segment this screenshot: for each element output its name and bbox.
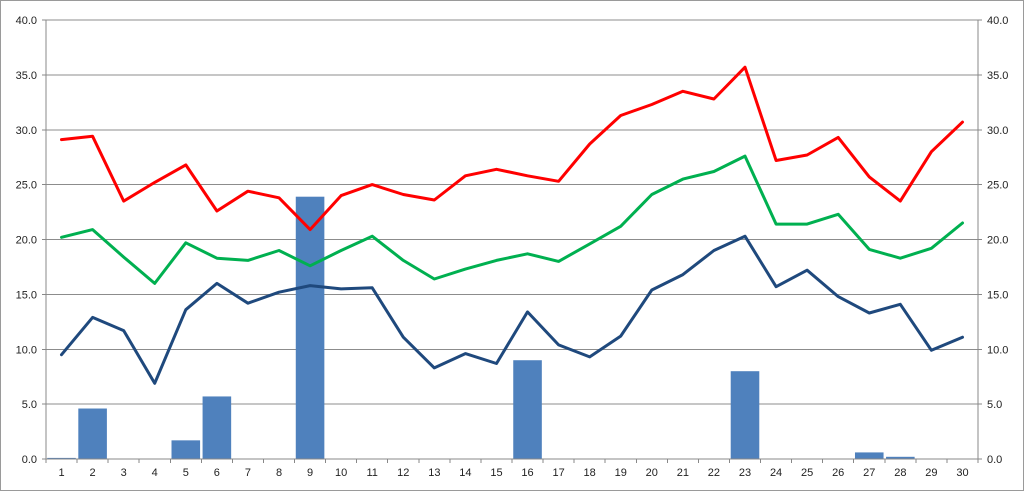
x-tick-label: 4	[152, 467, 158, 479]
precipitation-bar	[78, 408, 107, 459]
x-tick-label: 30	[956, 467, 968, 479]
line-series	[60, 234, 964, 385]
precipitation-bar	[513, 360, 542, 459]
x-tick-label: 22	[708, 467, 720, 479]
y-tick-label-left: 30.0	[16, 125, 37, 137]
precipitation-bar	[202, 396, 232, 459]
y-tick-label-right: 0.0	[987, 454, 1002, 466]
axes	[42, 19, 982, 463]
x-tick-label: 27	[863, 467, 875, 479]
x-tick-label: 11	[366, 467, 377, 479]
y-tick-label-right: 20.0	[987, 235, 1008, 247]
x-tick-label: 14	[459, 467, 471, 479]
x-tick-label: 13	[428, 467, 440, 479]
bar-series	[47, 196, 915, 459]
line-series	[60, 154, 964, 285]
x-tick-label: 28	[894, 467, 906, 479]
y-tick-label-right: 10.0	[987, 344, 1008, 356]
x-axis-ticks: 1 2 3 4 5 6 7 8 9 10 11 12 13 14 15 16 17 18 19 20 21 22 23 24 2…	[58, 467, 968, 479]
y-axis-left-ticks: 0.0 5.0 10.0 15.0 20.0 25.0 30.0 35.0 40.0	[16, 15, 37, 466]
x-tick-label: 23	[739, 467, 751, 479]
x-tick-label: 12	[397, 467, 409, 479]
y-axis-right-ticks: 0.0 5.0 10.0 15.0 20.0 25.0 30.0 35.0 40.0	[987, 15, 1008, 466]
y-tick-label-right: 25.0	[987, 180, 1008, 192]
precipitation-bar	[886, 456, 915, 459]
y-tick-label-right: 30.0	[987, 125, 1008, 137]
precipitation-bar	[854, 452, 884, 459]
y-tick-label-right: 35.0	[987, 70, 1008, 82]
x-tick-label: 9	[307, 467, 313, 479]
x-tick-label: 1	[58, 467, 64, 479]
gridlines	[46, 19, 978, 405]
precipitation-bar	[47, 457, 76, 459]
x-tick-label: 15	[490, 467, 502, 479]
x-tick-label: 6	[214, 467, 220, 479]
y-tick-label-left: 35.0	[16, 70, 37, 82]
precipitation-bar	[295, 196, 325, 459]
y-tick-label-left: 40.0	[16, 15, 37, 27]
x-tick-label: 24	[770, 467, 782, 479]
precipitation-bar	[171, 440, 201, 459]
line-series-group	[60, 65, 964, 385]
y-tick-label-left: 15.0	[16, 289, 37, 301]
x-tick-label: 2	[90, 467, 96, 479]
y-tick-label-left: 5.0	[22, 399, 37, 411]
line-series	[60, 65, 964, 232]
y-tick-label-left: 10.0	[16, 344, 37, 356]
x-tick-label: 20	[646, 467, 658, 479]
x-tick-label: 3	[121, 467, 127, 479]
y-tick-label-right: 15.0	[987, 289, 1008, 301]
x-tick-label: 26	[832, 467, 844, 479]
x-tick-label: 16	[521, 467, 533, 479]
x-tick-label: 25	[801, 467, 813, 479]
y-tick-label-right: 40.0	[987, 15, 1008, 27]
x-tick-label: 21	[677, 467, 689, 479]
x-tick-label: 17	[552, 467, 564, 479]
x-tick-label: 8	[276, 467, 282, 479]
x-tick-label: 5	[183, 467, 189, 479]
x-tick-label: 7	[245, 467, 251, 479]
x-tick-label: 10	[335, 467, 347, 479]
y-tick-label-left: 20.0	[16, 235, 37, 247]
y-tick-label-right: 5.0	[987, 399, 1002, 411]
x-tick-label: 29	[925, 467, 937, 479]
y-tick-label-left: 0.0	[22, 454, 37, 466]
x-tick-label: 18	[584, 467, 596, 479]
x-tick-label: 19	[615, 467, 627, 479]
precipitation-bar	[730, 371, 760, 459]
y-tick-label-left: 25.0	[16, 180, 37, 192]
